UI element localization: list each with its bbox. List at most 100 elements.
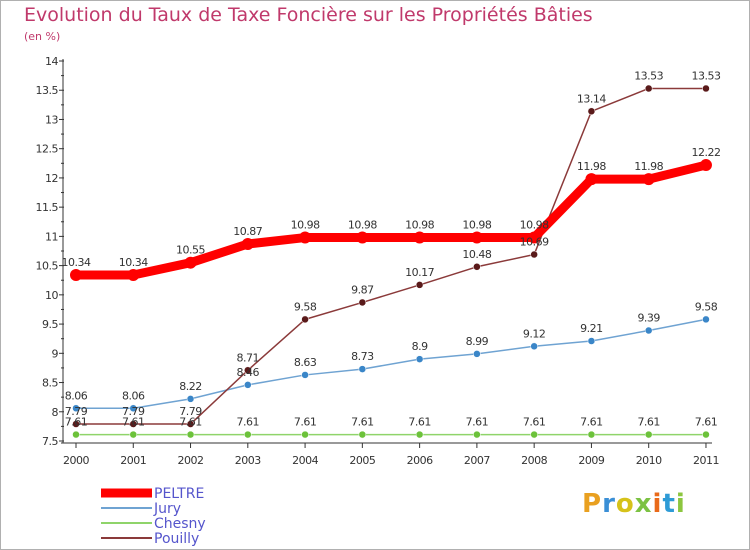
data-label-chesny: 7.61 <box>408 416 431 429</box>
data-label-peltre: 10.98 <box>405 219 434 232</box>
y-tick-label: 7.5 <box>42 435 58 448</box>
data-label-jury: 9.21 <box>580 322 603 335</box>
data-point-peltre <box>585 173 598 186</box>
y-tick-label: 8.5 <box>42 377 58 390</box>
data-point-pouilly <box>415 281 424 289</box>
data-label-pouilly: 10.69 <box>520 236 549 249</box>
data-label-chesny: 7.61 <box>65 416 88 429</box>
data-point-peltre <box>70 268 82 281</box>
x-tick-label: 2009 <box>578 454 604 467</box>
series-line-jury <box>76 318 707 410</box>
data-point-chesny <box>702 430 710 439</box>
data-point-jury <box>301 371 309 379</box>
data-point-jury <box>129 404 138 413</box>
data-point-chesny <box>186 430 195 439</box>
data-label-pouilly: 13.14 <box>577 92 606 105</box>
data-label-chesny: 7.61 <box>351 416 374 429</box>
y-tick-label: 13.5 <box>36 84 59 97</box>
data-point-pouilly <box>129 420 138 428</box>
x-tick-label: 2000 <box>63 454 89 467</box>
data-point-chesny <box>644 430 653 439</box>
data-point-jury <box>186 395 195 403</box>
data-label-peltre: 12.22 <box>691 146 720 159</box>
series-line-peltre <box>76 160 708 280</box>
x-tick-label: 2002 <box>178 454 204 467</box>
data-label-jury: 8.63 <box>294 356 317 369</box>
data-point-peltre <box>127 268 140 281</box>
data-label-pouilly: 8.71 <box>237 351 260 364</box>
data-label-chesny: 7.61 <box>637 416 660 429</box>
data-point-jury <box>702 315 710 324</box>
data-label-peltre: 10.55 <box>176 244 205 257</box>
data-point-peltre <box>413 231 426 244</box>
y-tick-label: 13 <box>45 113 58 126</box>
logo-letter: i <box>652 489 663 519</box>
data-point-jury <box>415 355 424 363</box>
y-tick-label: 12.5 <box>36 143 59 156</box>
data-label-chesny: 7.61 <box>122 416 145 429</box>
logo-letter: r <box>602 489 616 519</box>
data-point-pouilly <box>587 107 596 116</box>
data-point-peltre <box>299 231 312 244</box>
data-point-chesny <box>301 430 309 439</box>
data-point-peltre <box>356 231 369 244</box>
data-point-chesny <box>530 430 538 439</box>
data-label-jury: 8.9 <box>412 340 428 353</box>
data-label-chesny: 7.61 <box>294 416 317 429</box>
data-point-jury <box>530 342 538 351</box>
data-label-jury: 8.06 <box>65 389 88 402</box>
data-point-pouilly <box>473 263 481 271</box>
data-point-chesny <box>244 430 252 439</box>
data-label-pouilly: 9.87 <box>351 283 374 296</box>
legend-label-pouilly: Pouilly <box>154 531 199 547</box>
data-label-peltre: 10.87 <box>233 225 262 238</box>
data-label-jury: 9.12 <box>523 327 546 340</box>
chart-title: Evolution du Taux de Taxe Foncière sur l… <box>24 4 593 26</box>
data-label-jury: 9.39 <box>637 312 660 325</box>
data-point-pouilly <box>530 250 538 259</box>
legend-label-jury: Jury <box>153 501 181 517</box>
y-tick-label: 10.5 <box>36 260 59 273</box>
data-point-pouilly <box>301 315 309 324</box>
data-label-pouilly: 10.48 <box>462 248 491 261</box>
data-label-pouilly: 9.58 <box>294 300 317 313</box>
data-point-pouilly <box>244 366 252 375</box>
data-label-peltre: 11.98 <box>577 160 606 173</box>
x-tick-label: 2007 <box>464 454 490 467</box>
data-label-peltre: 10.98 <box>462 219 491 232</box>
series-group <box>70 84 712 439</box>
data-label-peltre: 10.34 <box>62 256 91 269</box>
data-label-pouilly: 13.53 <box>634 69 663 82</box>
data-label-pouilly: 7.79 <box>179 405 202 418</box>
x-tick-label: 2006 <box>407 454 433 467</box>
data-label-chesny: 7.61 <box>580 416 603 429</box>
data-point-chesny <box>587 430 596 439</box>
data-label-peltre: 11.98 <box>634 160 663 173</box>
data-point-pouilly <box>186 420 195 428</box>
data-label-chesny: 7.61 <box>523 416 546 429</box>
data-point-chesny <box>72 430 80 439</box>
data-label-jury: 8.99 <box>466 335 489 348</box>
data-point-jury <box>644 326 653 335</box>
data-point-peltre <box>642 173 655 186</box>
data-point-jury <box>587 337 596 345</box>
y-tick-label: 8 <box>52 406 59 419</box>
data-label-pouilly: 10.17 <box>405 266 434 279</box>
data-point-peltre <box>699 159 712 172</box>
data-label-pouilly: 13.53 <box>691 69 720 82</box>
x-tick-label: 2011 <box>693 454 719 467</box>
y-tick-label: 10 <box>45 289 58 302</box>
data-point-pouilly <box>644 84 653 93</box>
data-label-chesny: 7.61 <box>237 416 260 429</box>
logo-letter: P <box>582 489 603 519</box>
data-point-jury <box>72 404 80 413</box>
y-tick-label: 11.5 <box>36 201 59 214</box>
data-label-jury: 8.73 <box>351 350 374 363</box>
x-tick-label: 2001 <box>120 454 146 467</box>
data-point-jury <box>244 381 252 389</box>
data-point-chesny <box>129 430 138 439</box>
data-label-jury: 8.06 <box>122 389 145 402</box>
data-point-chesny <box>358 430 367 439</box>
